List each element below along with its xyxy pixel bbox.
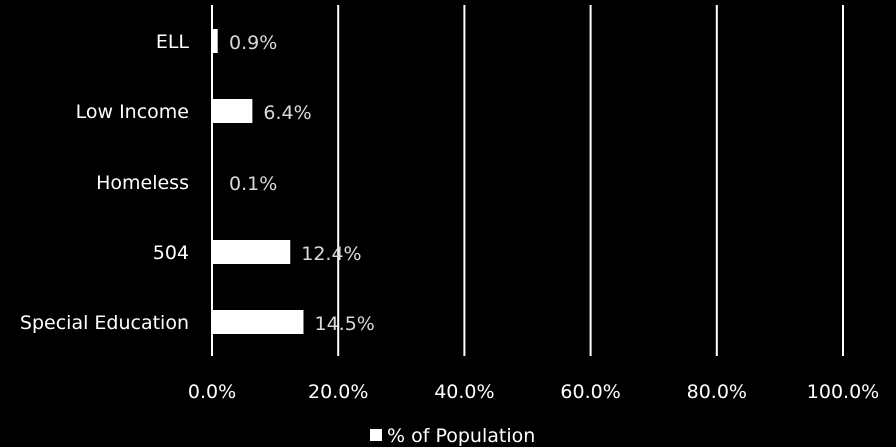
bar	[212, 240, 291, 264]
bars	[212, 29, 304, 334]
category-labels: ELL Low Income Homeless 504 Special Educatio…	[20, 31, 189, 334]
bar	[212, 29, 218, 53]
category-label: Special Education	[20, 312, 189, 334]
data-label: 6.4%	[263, 102, 311, 124]
bar	[212, 99, 253, 123]
legend-label: % of Population	[387, 425, 535, 447]
category-label: ELL	[156, 31, 190, 53]
legend-swatch	[370, 429, 382, 441]
x-tick-label: 60.0%	[560, 381, 620, 403]
category-label: 504	[153, 242, 189, 264]
legend: % of Population	[370, 425, 535, 447]
bar	[212, 310, 304, 334]
x-tick-label: 100.0%	[807, 381, 879, 403]
data-labels: 0.9% 6.4% 0.1% 12.4% 14.5%	[229, 32, 375, 335]
x-tick-label: 0.0%	[188, 381, 236, 403]
data-label: 12.4%	[301, 243, 361, 265]
x-tick-label: 80.0%	[687, 381, 747, 403]
category-label: Low Income	[76, 101, 189, 123]
gridlines	[211, 5, 844, 356]
x-tick-label: 40.0%	[434, 381, 494, 403]
data-label: 0.9%	[229, 32, 277, 54]
x-tick-label: 20.0%	[308, 381, 368, 403]
data-label: 0.1%	[229, 173, 277, 195]
x-tick-labels: 0.0% 20.0% 40.0% 60.0% 80.0% 100.0%	[188, 381, 879, 403]
bar	[212, 170, 213, 194]
category-label: Homeless	[96, 172, 189, 194]
data-label: 14.5%	[314, 313, 374, 335]
